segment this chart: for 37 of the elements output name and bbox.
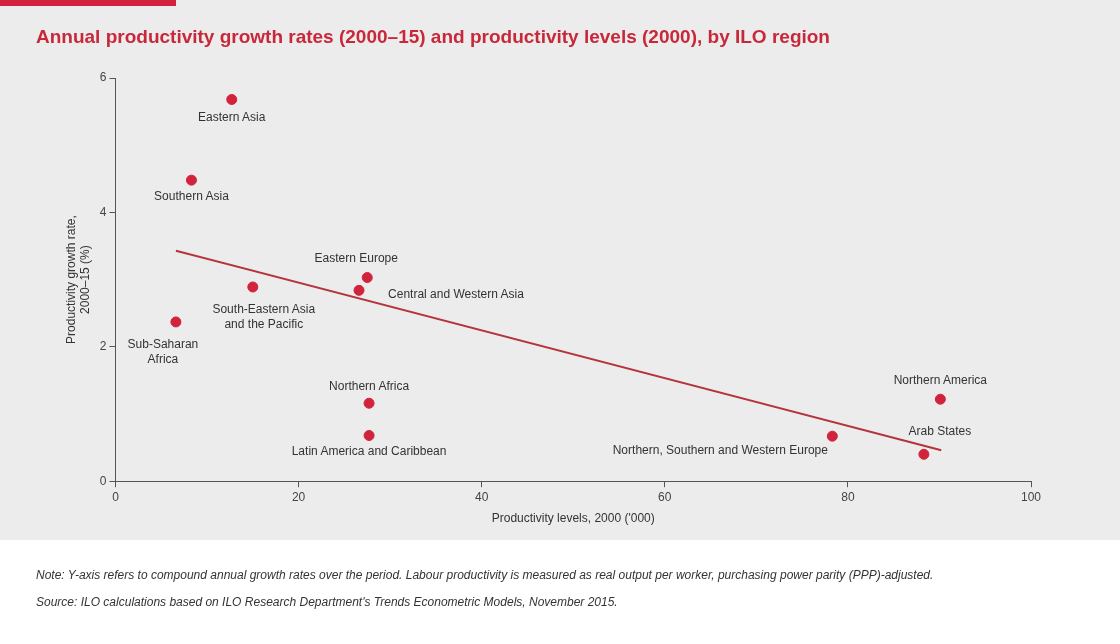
annotation: Northern Africa	[329, 378, 410, 393]
annotation: Latin America and Caribbean	[291, 443, 447, 458]
point	[185, 174, 197, 186]
annotation: Central and Western Asia	[388, 286, 525, 301]
x-tick-label: 40	[475, 489, 489, 504]
annotation: Northern, Southern and Western Europe	[612, 443, 829, 458]
point	[363, 397, 375, 409]
annotation: Sub-Saharan Africa	[127, 336, 199, 366]
point	[247, 281, 259, 293]
y-tick-label: 4	[99, 204, 107, 219]
point	[226, 94, 238, 105]
text: Note: Y-axis refers to compound annual growth rates over the period. Labour productivity is measured as real output per worker, purchasing power parity (PPP)-adjusted.	[36, 567, 935, 584]
y-tick-label: 0	[99, 473, 107, 488]
annotation: Southern Asia	[154, 189, 230, 204]
x-tick-label: 0	[112, 489, 120, 504]
source-note: Source: ILO calculations based on ILO Research Department's Trends Econometric Models, November 2015.	[36, 594, 619, 611]
y-axis-title: Productivity growth rate, 2000–15 (%)	[63, 215, 92, 344]
annotation: Arab States	[908, 423, 972, 438]
y-tick-label: 2	[99, 339, 107, 354]
point	[934, 393, 946, 405]
y-tick-label: 6	[99, 70, 107, 85]
point	[170, 316, 182, 328]
point	[361, 272, 373, 284]
x-tick-label: 20	[291, 489, 306, 504]
annotation: Eastern Europe	[314, 250, 399, 265]
chart-title: Annual productivity growth rates (2000–15) and productivity levels (2000), by ILO region	[36, 26, 830, 48]
x-tick-label: 60	[658, 489, 672, 504]
x-tick-label: 100	[1020, 489, 1042, 504]
point	[826, 430, 838, 442]
point	[363, 430, 375, 441]
point	[353, 284, 365, 296]
annotation: Northern America	[893, 372, 988, 387]
point	[918, 448, 930, 460]
x-axis-title: Productivity levels, 2000 ('000)	[491, 511, 655, 526]
annotation: South-Eastern Asia and the Pacific	[212, 301, 316, 331]
annotation: Eastern Asia	[198, 109, 266, 124]
x-tick-label: 80	[841, 489, 855, 504]
